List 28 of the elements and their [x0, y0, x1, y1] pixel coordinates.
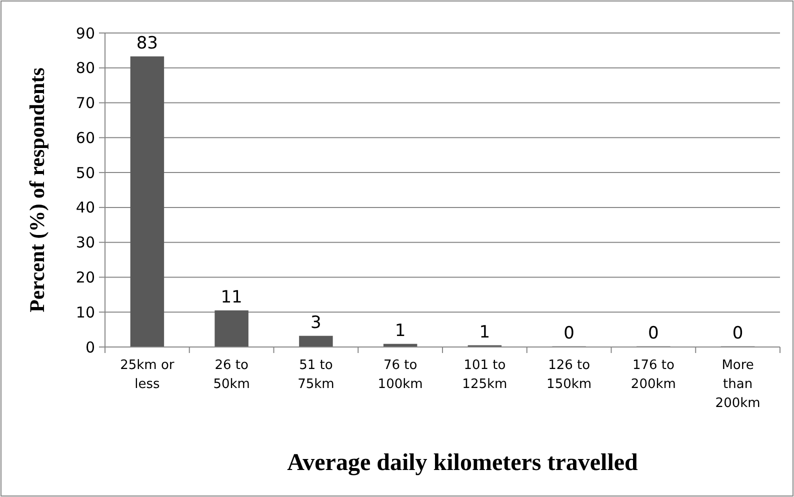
x-tick-label: 76 to 100km: [378, 358, 423, 392]
y-tick-label: 60: [76, 128, 95, 147]
y-tick-label: 0: [85, 338, 95, 356]
data-label: 11: [220, 287, 242, 308]
data-label: 1: [479, 322, 490, 342]
data-label: 0: [564, 323, 574, 344]
y-tick-label: 90: [76, 24, 95, 42]
data-label: 0: [648, 323, 659, 344]
data-label: 1: [394, 320, 406, 341]
x-axis-title: Average daily kilometers travelled: [287, 450, 639, 476]
data-label: 0: [732, 323, 744, 344]
y-tick-label: 20: [76, 268, 95, 286]
y-axis-title: Percent (%) of respondents: [25, 68, 49, 312]
data-label: 3: [310, 312, 322, 333]
x-tick-label: 26 to 50km: [213, 358, 250, 392]
data-label: 83: [136, 33, 158, 54]
x-tick-label: 176 to 200km: [630, 358, 676, 392]
y-tick-label: 10: [76, 303, 95, 322]
x-tick-label: 101 to 125km: [462, 358, 508, 392]
x-tick-label: 25km or less: [120, 358, 175, 392]
x-tick-label: 126 to 150km: [546, 358, 592, 392]
y-tick-label: 80: [76, 59, 95, 78]
y-tick-label: 40: [76, 198, 95, 217]
y-tick-label: 30: [76, 234, 95, 252]
x-tick-label: More than 200km: [715, 358, 760, 411]
x-tick-label: 51 to 75km: [298, 358, 334, 392]
y-tick-label: 70: [76, 94, 95, 112]
y-tick-label: 50: [76, 164, 95, 182]
